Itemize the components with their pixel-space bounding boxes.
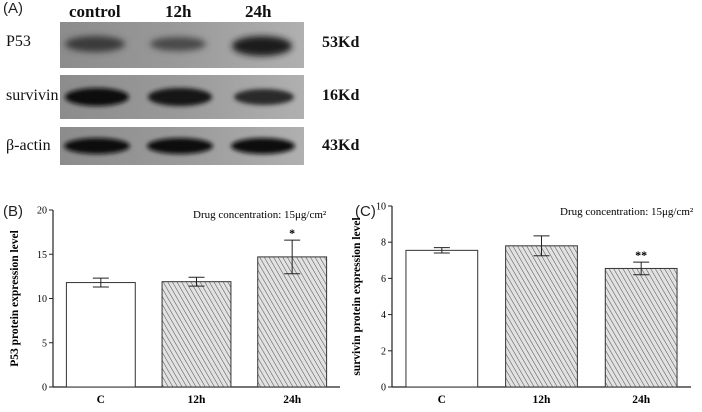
bar-12h	[161, 281, 232, 388]
band-p53-12h	[150, 37, 206, 51]
band-survivin-control	[65, 88, 129, 106]
chart-survivin-expression: 0 2 4 6 8 10 survivin protein expression level…	[352, 202, 694, 407]
band-survivin-24h	[234, 89, 294, 105]
x-tick-label: 24h	[283, 394, 302, 406]
bar-12h	[505, 245, 578, 388]
chart-annotation: Drug concentration: 15μg/cm²	[560, 206, 694, 218]
blot-row-label-survivin: survivin	[6, 87, 59, 104]
y-tick-label: 0	[42, 383, 47, 394]
x-tick-label: 24h	[632, 394, 651, 406]
y-tick-label: 4	[381, 310, 386, 321]
band-survivin-12h	[148, 88, 212, 106]
y-tick-label: 8	[381, 238, 386, 249]
y-tick-label: 0	[381, 383, 386, 394]
panel-label-a: (A)	[3, 0, 23, 17]
x-tick-label: 12h	[533, 394, 552, 406]
chart-p53-expression: 0 5 10 15 20 P53 protein expression level Drug…	[9, 206, 340, 406]
blot-column-control: control	[69, 2, 121, 21]
y-tick-label: 10	[376, 202, 386, 213]
x-tick-label: 12h	[188, 394, 207, 406]
bar-24h	[604, 267, 678, 388]
y-tick-label: 2	[381, 346, 386, 357]
significance-marker: **	[635, 248, 647, 262]
bar-24h	[257, 256, 328, 388]
blot-size-beta-actin: 43Kd	[322, 137, 360, 154]
y-tick-label: 15	[37, 250, 47, 261]
blot-row-label-p53: P53	[6, 33, 31, 50]
y-tick-label: 20	[37, 206, 47, 217]
band-beta-actin-24h	[231, 138, 295, 154]
y-axis-title: survivin protein expression level	[352, 217, 363, 375]
blot-column-12h: 12h	[165, 2, 192, 21]
western-blot-image	[60, 22, 304, 165]
panel-label-c: (C)	[355, 203, 376, 220]
band-beta-actin-control	[64, 138, 130, 154]
y-tick-label: 10	[37, 294, 47, 305]
blot-column-24h: 24h	[245, 2, 272, 21]
panel-label-b: (B)	[3, 203, 23, 220]
bar-c	[405, 249, 479, 388]
blot-size-p53: 53Kd	[322, 34, 360, 51]
y-tick-label: 6	[381, 274, 386, 285]
chart-annotation: Drug concentration: 15μg/cm²	[193, 209, 327, 221]
x-tick-label: C	[438, 394, 446, 406]
blot-row-label-beta-actin: β-actin	[6, 137, 51, 154]
x-tick-label: C	[97, 394, 105, 406]
band-p53-control	[65, 36, 125, 52]
y-tick-label: 5	[42, 338, 47, 349]
y-axis-title: P53 protein expression level	[9, 230, 21, 367]
significance-marker: *	[289, 226, 295, 240]
band-beta-actin-12h	[147, 138, 213, 154]
bar-c	[65, 282, 136, 388]
blot-size-survivin: 16Kd	[322, 87, 360, 104]
band-p53-24h	[232, 36, 292, 56]
